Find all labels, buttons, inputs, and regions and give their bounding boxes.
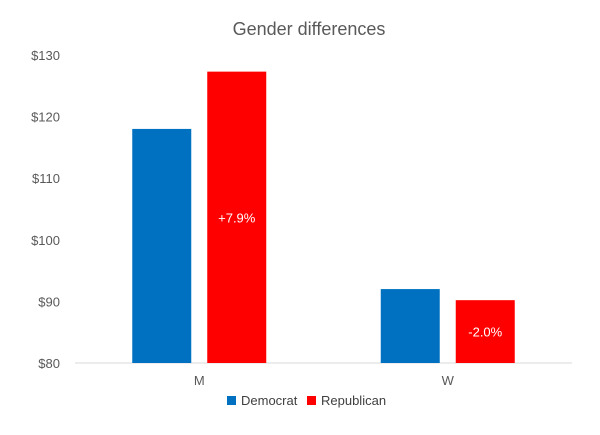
bar-republican-w (455, 300, 515, 363)
bar-democrat-m (132, 128, 192, 363)
x-tick-label: M (194, 373, 205, 388)
y-tick-label: $120 (31, 110, 60, 125)
x-tick-label: W (442, 373, 455, 388)
y-tick-label: $80 (38, 356, 60, 371)
legend-label: Republican (321, 393, 386, 408)
legend-label: Democrat (241, 393, 298, 408)
y-axis: $80 $90 $100 $110 $120 $130 (31, 48, 60, 371)
data-label: -2.0% (468, 325, 502, 340)
y-tick-label: $90 (38, 294, 60, 309)
legend-swatch-republican (307, 396, 316, 405)
y-tick-label: $100 (31, 233, 60, 248)
legend: Democrat Republican (227, 393, 386, 408)
legend-swatch-democrat (227, 396, 236, 405)
y-tick-label: $110 (32, 171, 60, 186)
bar-republican-m (207, 71, 267, 363)
y-tick-label: $130 (31, 48, 60, 63)
data-label: +7.9% (218, 210, 256, 225)
bar-democrat-w (380, 289, 440, 363)
bars: +7.9% -2.0% (132, 71, 515, 363)
chart-title: Gender differences (233, 19, 386, 39)
